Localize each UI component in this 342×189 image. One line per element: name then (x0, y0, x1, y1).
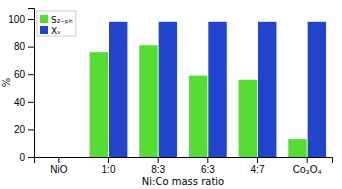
x-tick-label: 6:3 (201, 164, 215, 175)
x-tick-mark (307, 157, 308, 163)
bar (40, 157, 58, 158)
legend-item: S₂₋ₚₕ (40, 15, 73, 25)
legend-label: S₂₋ₚₕ (51, 15, 73, 25)
y-tick-mark (28, 47, 34, 48)
x-axis: NiO 1:0 8:3 6:3 4:7 Co₃O₄ (35, 157, 333, 175)
x-tick: 6:3 (201, 157, 215, 175)
y-tick: 40 (14, 97, 34, 108)
bars (90, 22, 326, 157)
x-tick: 4:7 (251, 157, 265, 175)
bar (208, 22, 226, 157)
chart: NiO1:08:36:34:7Co₃O₄020406080100S₂₋ₚₕXᵥN… (0, 0, 342, 189)
x-tick-mark (257, 157, 258, 163)
y-tick-label: 80 (14, 41, 26, 52)
legend-box (37, 11, 76, 36)
legend-label: Xᵥ (51, 26, 61, 36)
bar (288, 139, 306, 157)
x-tick-label: NiO (50, 164, 67, 175)
x-tick-label: 4:7 (251, 164, 265, 175)
x-tick: 1:0 (102, 157, 116, 175)
legend: S₂₋ₚₕXᵥ (37, 11, 76, 36)
x-axis-title: Ni:Co mass ratio (142, 176, 224, 187)
y-tick: 80 (14, 41, 34, 52)
x-tick-label: Co₃O₄ (293, 164, 322, 175)
x-tick: Co₃O₄ (293, 157, 322, 175)
y-tick-label: 20 (14, 124, 26, 135)
x-tick: 8:3 (151, 157, 165, 175)
x-tick-label: 1:0 (102, 164, 116, 175)
y-tick-label: 0 (19, 152, 25, 163)
bar (239, 80, 257, 157)
y-axis-line (28, 9, 35, 158)
y-tick-mark (28, 157, 34, 158)
legend-item: Xᵥ (40, 26, 61, 36)
legend-swatch (40, 15, 48, 23)
y-tick-mark (28, 102, 34, 103)
x-tick: NiO (50, 157, 67, 175)
y-tick: 0 (19, 152, 34, 163)
y-axis: 0 20 40 60 80 100 (8, 9, 34, 163)
bar (59, 157, 77, 158)
bar-series (109, 22, 326, 157)
x-tick-mark (207, 157, 208, 163)
y-tick-mark (28, 129, 34, 130)
x-tick-label: 8:3 (151, 164, 165, 175)
y-tick-label: 100 (8, 14, 25, 25)
x-tick-mark (58, 157, 59, 163)
y-tick-mark (28, 74, 34, 75)
x-tick-mark (158, 157, 159, 163)
y-tick-label: 60 (14, 69, 26, 80)
y-tick: 20 (14, 124, 34, 135)
bar (139, 45, 157, 157)
y-tick: 100 (8, 14, 34, 25)
y-axis-title: % (1, 78, 12, 88)
plot: NiO 1:0 8:3 6:3 4:7 Co₃O₄ 0 20 40 60 80 100 S₂₋ₚₕXᵥ (8, 9, 332, 176)
y-tick: 60 (14, 69, 34, 80)
y-tick-label: 40 (14, 97, 26, 108)
bar (90, 52, 108, 157)
x-tick-mark (108, 157, 109, 163)
legend-swatch (40, 26, 48, 34)
bar (159, 22, 177, 157)
bar (109, 22, 127, 157)
y-tick-mark (28, 19, 34, 20)
bar (189, 76, 207, 157)
x-axis-line (35, 158, 333, 164)
bar (308, 22, 326, 157)
bar (258, 22, 276, 157)
